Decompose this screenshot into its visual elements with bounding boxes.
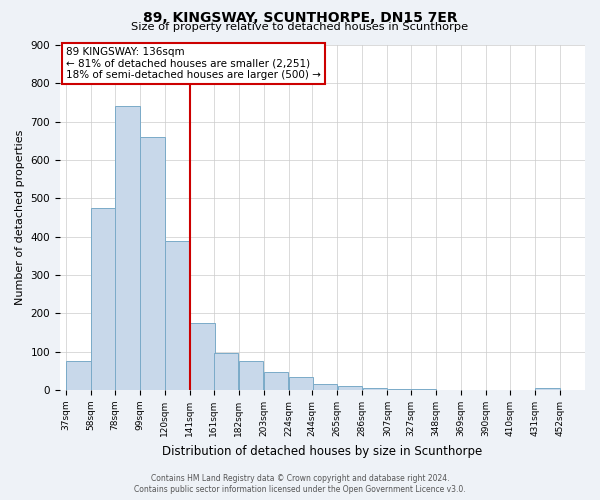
Bar	[214, 353, 238, 390]
Bar	[263, 372, 289, 390]
Bar	[239, 362, 263, 390]
X-axis label: Distribution of detached houses by size in Scunthorpe: Distribution of detached houses by size …	[163, 444, 482, 458]
Bar	[91, 208, 116, 390]
Bar	[362, 388, 387, 390]
Bar	[66, 362, 91, 390]
Text: 89 KINGSWAY: 136sqm
← 81% of detached houses are smaller (2,251)
18% of semi-det: 89 KINGSWAY: 136sqm ← 81% of detached ho…	[67, 47, 322, 80]
Text: Contains HM Land Registry data © Crown copyright and database right 2024.
Contai: Contains HM Land Registry data © Crown c…	[134, 474, 466, 494]
Bar	[165, 240, 190, 390]
Bar	[115, 106, 140, 390]
Bar	[535, 388, 560, 390]
Bar	[289, 378, 313, 390]
Bar	[140, 137, 164, 390]
Text: Size of property relative to detached houses in Scunthorpe: Size of property relative to detached ho…	[131, 22, 469, 32]
Bar	[313, 384, 337, 390]
Bar	[190, 323, 215, 390]
Text: 89, KINGSWAY, SCUNTHORPE, DN15 7ER: 89, KINGSWAY, SCUNTHORPE, DN15 7ER	[143, 11, 457, 25]
Y-axis label: Number of detached properties: Number of detached properties	[15, 130, 25, 305]
Bar	[338, 386, 362, 390]
Bar	[388, 389, 412, 390]
